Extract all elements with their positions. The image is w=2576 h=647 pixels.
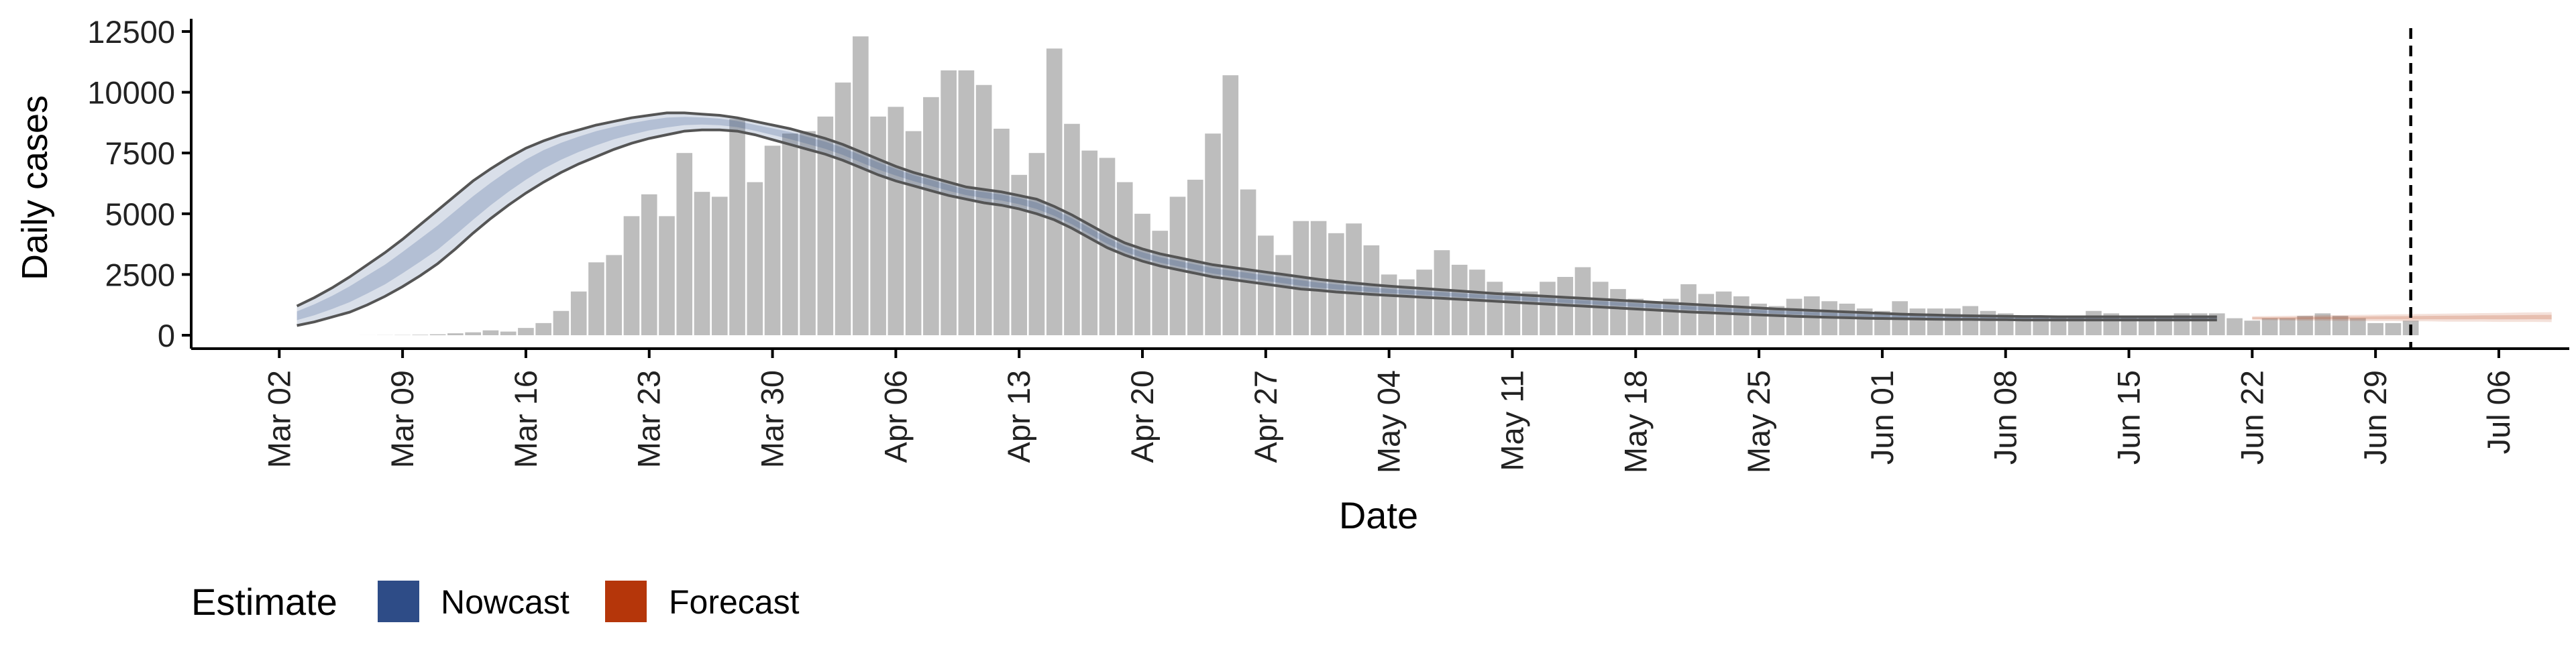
- legend: Estimate Nowcast Forecast: [191, 581, 800, 623]
- y-tick-label: 2500: [105, 257, 175, 292]
- bar: [2262, 318, 2278, 335]
- legend-title: Estimate: [191, 581, 337, 623]
- x-tick-label: Jun 29: [2357, 370, 2393, 465]
- bar: [1416, 270, 1432, 335]
- bar: [1927, 308, 1943, 335]
- bar: [694, 192, 710, 335]
- y-axis-title: Daily cases: [15, 95, 55, 280]
- nowcast-band-50: [297, 117, 2217, 320]
- x-tick-label: Jun 22: [2234, 370, 2269, 465]
- bar: [1117, 182, 1133, 335]
- bar: [2367, 323, 2383, 335]
- y-tick-label: 5000: [105, 196, 175, 232]
- bar: [976, 85, 992, 335]
- bar: [2385, 323, 2402, 335]
- x-tick-label: Mar 09: [384, 370, 420, 468]
- legend-label-forecast: Forecast: [669, 583, 800, 621]
- bar: [518, 328, 534, 335]
- bar: [729, 119, 745, 335]
- bar: [571, 292, 587, 335]
- x-tick-label: May 11: [1494, 370, 1529, 471]
- bar: [2226, 318, 2243, 335]
- x-tick-label: Jul 06: [2481, 370, 2516, 454]
- bar: [500, 332, 517, 335]
- bar: [606, 255, 622, 335]
- bar: [782, 133, 798, 335]
- bar: [1205, 133, 1221, 335]
- bar: [1275, 255, 1291, 335]
- bar: [465, 333, 481, 335]
- x-tick-label: May 18: [1617, 370, 1653, 473]
- bar: [659, 216, 675, 335]
- x-tick-label: May 25: [1741, 370, 1776, 473]
- bar: [959, 70, 975, 335]
- x-tick-label: Apr 20: [1124, 370, 1160, 463]
- x-tick-label: Apr 13: [1001, 370, 1036, 463]
- bar: [747, 182, 763, 335]
- bar: [994, 129, 1010, 335]
- bar: [1733, 296, 1750, 335]
- bar: [2245, 320, 2261, 335]
- bar: [1152, 231, 1168, 335]
- bar: [1945, 308, 1961, 335]
- bar: [1910, 308, 1926, 335]
- bar: [624, 216, 640, 335]
- bar: [2279, 318, 2296, 335]
- bar: [870, 117, 886, 335]
- bar: [1839, 304, 1856, 335]
- bar: [1487, 282, 1503, 335]
- bar: [1610, 289, 1626, 335]
- bar: [835, 82, 851, 335]
- bar: [853, 36, 869, 335]
- bar: [941, 70, 957, 335]
- bar: [1081, 151, 1097, 335]
- bar: [1540, 282, 1556, 335]
- x-axis-title: Date: [1339, 494, 1418, 536]
- bar: [676, 153, 692, 335]
- x-tick-label: Jun 08: [1988, 370, 2023, 465]
- bar: [1046, 48, 1063, 335]
- x-tick-label: Apr 06: [877, 370, 913, 463]
- x-tick-label: Mar 30: [755, 370, 790, 468]
- legend-swatch-nowcast: [378, 581, 419, 622]
- x-tick-label: Mar 23: [631, 370, 667, 468]
- bar: [1980, 311, 1996, 335]
- bar: [1469, 270, 1485, 335]
- bar: [765, 145, 781, 335]
- y-tick-label: 7500: [105, 135, 175, 171]
- bar: [1381, 274, 1397, 335]
- bar: [641, 194, 657, 335]
- bar: [1698, 294, 1714, 335]
- legend-label-nowcast: Nowcast: [441, 583, 570, 621]
- x-tick-label: Mar 16: [508, 370, 543, 468]
- bar: [906, 131, 922, 335]
- bar: [483, 331, 499, 335]
- x-tick-label: Jun 15: [2111, 370, 2147, 465]
- bar: [1187, 180, 1203, 335]
- bar: [888, 107, 904, 335]
- bar: [1029, 153, 1045, 335]
- bar: [923, 97, 939, 335]
- legend-swatch-forecast: [605, 581, 647, 622]
- x-tick-label: Apr 27: [1248, 370, 1283, 463]
- bar: [553, 311, 570, 335]
- bar: [2086, 311, 2102, 335]
- bar: [712, 196, 728, 335]
- x-tick-label: Jun 01: [1864, 370, 1900, 465]
- y-tick-label: 12500: [87, 14, 175, 50]
- x-tick-label: Mar 02: [261, 370, 297, 468]
- x-tick-label: May 04: [1371, 370, 1407, 473]
- y-tick-label: 10000: [87, 75, 175, 111]
- bar: [588, 262, 604, 335]
- bar: [1222, 75, 1238, 335]
- y-tick-label: 0: [158, 318, 175, 353]
- bar: [535, 323, 551, 335]
- bar: [1240, 190, 1256, 335]
- bar: [1134, 214, 1150, 335]
- bar: [800, 131, 816, 335]
- bar: [447, 333, 464, 335]
- bar: [1346, 223, 1362, 335]
